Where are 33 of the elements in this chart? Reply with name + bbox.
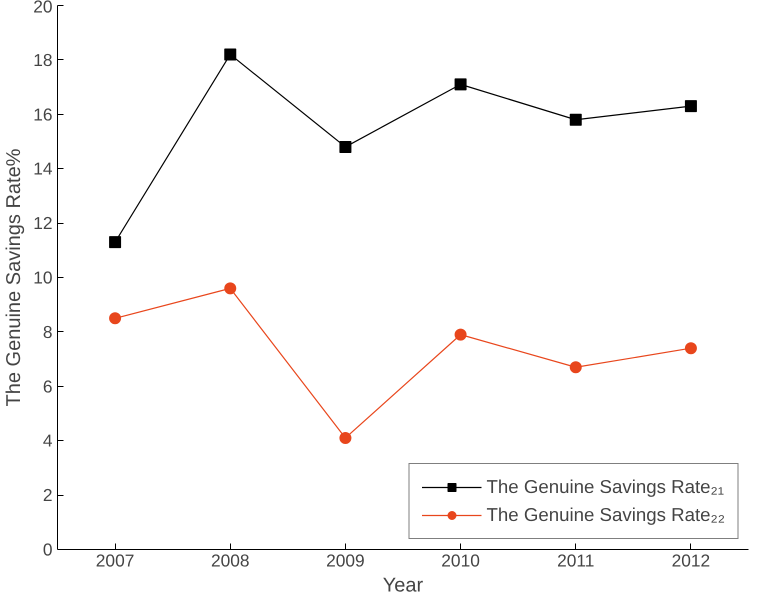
point	[224, 282, 236, 294]
point	[339, 140, 352, 153]
point	[684, 342, 697, 354]
point	[339, 432, 352, 444]
y-tick-label: 14	[33, 158, 53, 179]
x-tick-label: 2012	[672, 550, 710, 570]
legend-label: The Genuine Savings Rate₂₁	[486, 476, 724, 498]
x-tick-label: 2007	[96, 550, 134, 570]
point	[684, 100, 697, 112]
y-tick-label: 20	[33, 0, 53, 16]
x-tick-label: 2008	[210, 550, 250, 570]
x-tick-label: 2011	[557, 550, 594, 570]
point	[454, 78, 467, 90]
point	[570, 361, 582, 374]
point	[109, 236, 122, 248]
point	[109, 312, 122, 324]
x-axis-title: Year	[382, 574, 424, 596]
y-tick-label: 18	[33, 50, 53, 70]
y-tick-label: 16	[33, 104, 53, 124]
x-tick-label: 2010	[441, 550, 480, 570]
y-tick-label: 10	[33, 268, 53, 288]
y-tick-label: 2	[42, 485, 53, 506]
y-axis-title: The Genuine Savings Rate%	[3, 148, 26, 406]
x-tick-label: 2009	[326, 550, 365, 570]
y-tick-label: 0	[42, 540, 53, 560]
point	[454, 328, 467, 341]
point	[570, 114, 582, 126]
y-tick-label: 4	[42, 430, 53, 451]
legend-label: The Genuine Savings Rate₂₂	[486, 504, 725, 526]
y-tick-label: 12	[33, 213, 53, 234]
y-tick-label: 8	[42, 322, 53, 342]
point	[224, 48, 236, 60]
y-tick-label: 6	[42, 376, 53, 396]
